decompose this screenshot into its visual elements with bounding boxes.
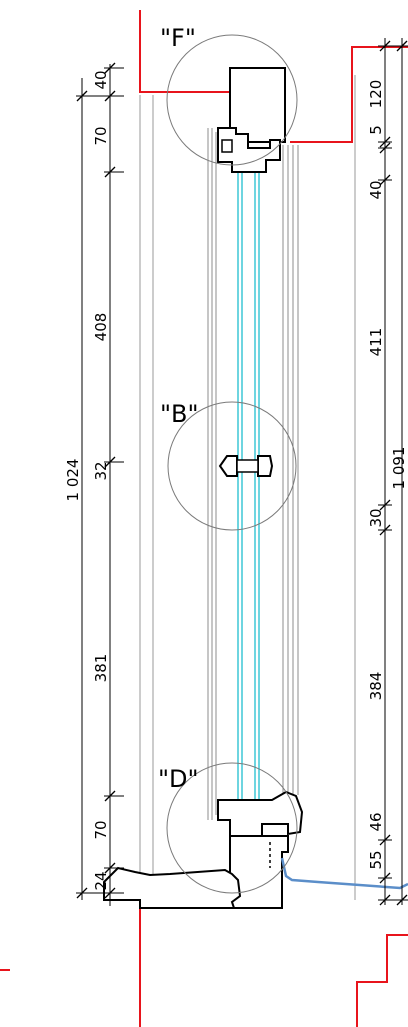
right-dimension-120: 120 — [367, 80, 385, 109]
tick — [379, 894, 391, 906]
bottom-frame-profile — [103, 790, 304, 909]
wall-opening-bottom-right — [356, 934, 408, 1027]
detail-circles — [166, 34, 298, 894]
detail-circle-F — [166, 34, 298, 166]
tick — [104, 62, 116, 74]
tick — [104, 790, 116, 802]
detail-label-B: "B" — [160, 400, 199, 428]
tick — [104, 456, 116, 468]
detail-circle-B — [167, 401, 297, 531]
detail-label-F: "F" — [160, 24, 196, 52]
tick — [396, 40, 408, 52]
sill-drip — [139, 900, 234, 909]
left-dimension-24: 24 — [92, 871, 110, 890]
bottom-sash — [217, 790, 304, 837]
tick — [379, 40, 391, 52]
tick-marks — [379, 40, 408, 906]
right-dimension-chain — [378, 38, 408, 906]
detail-circle-D — [166, 762, 298, 894]
wall-opening-outline — [0, 10, 408, 1027]
left-dimension-381: 381 — [92, 654, 110, 683]
tick — [104, 166, 116, 178]
left-dimension-40: 40 — [92, 70, 110, 89]
right-dimension-411: 411 — [367, 328, 385, 357]
tick — [379, 872, 391, 884]
wall-opening-top-left — [139, 10, 230, 93]
tick — [379, 136, 391, 148]
left-dimension-32: 32 — [92, 461, 110, 480]
reveal-guide-lines — [139, 75, 356, 900]
mid-bead-core — [236, 459, 259, 473]
right-dimension-384: 384 — [367, 672, 385, 701]
tick — [396, 894, 408, 906]
right-overall-dimension: 1 091 — [390, 447, 408, 490]
tick — [379, 499, 391, 511]
top-frame-profile — [217, 67, 286, 173]
top-frame — [229, 67, 286, 143]
tick — [76, 887, 88, 899]
mid-bead-right — [257, 455, 274, 477]
left-overall-dimension: 1 024 — [64, 459, 82, 502]
tick — [104, 90, 116, 102]
right-dimension-5: 5 — [367, 125, 385, 135]
right-dimension-46: 46 — [367, 812, 385, 831]
tick — [379, 142, 391, 154]
tick — [379, 174, 391, 186]
sealing-membrane — [280, 857, 408, 890]
right-dimension-55: 55 — [367, 850, 385, 869]
mid-bead-left — [218, 455, 238, 477]
left-dimension-408: 408 — [92, 313, 110, 342]
right-dimension-30: 30 — [367, 508, 385, 527]
glass-pane-outline — [237, 169, 260, 801]
tick — [379, 524, 391, 536]
left-dimension-70-bottom: 70 — [92, 820, 110, 839]
tick — [104, 862, 116, 874]
window-sill — [103, 866, 242, 909]
glass-pane — [237, 169, 260, 801]
tick — [379, 834, 391, 846]
left-dimension-chain — [76, 62, 124, 906]
left-dimension-70-top: 70 — [92, 126, 110, 145]
tick-marks — [76, 62, 116, 899]
mid-bead-profile — [218, 455, 274, 477]
tick — [104, 887, 116, 899]
interior-profile-lines — [207, 128, 299, 820]
top-gasket — [221, 139, 233, 153]
wall-opening-top-right — [290, 46, 408, 143]
tick — [76, 90, 88, 102]
detail-label-D: "D" — [158, 765, 199, 793]
right-dimension-40: 40 — [367, 180, 385, 199]
